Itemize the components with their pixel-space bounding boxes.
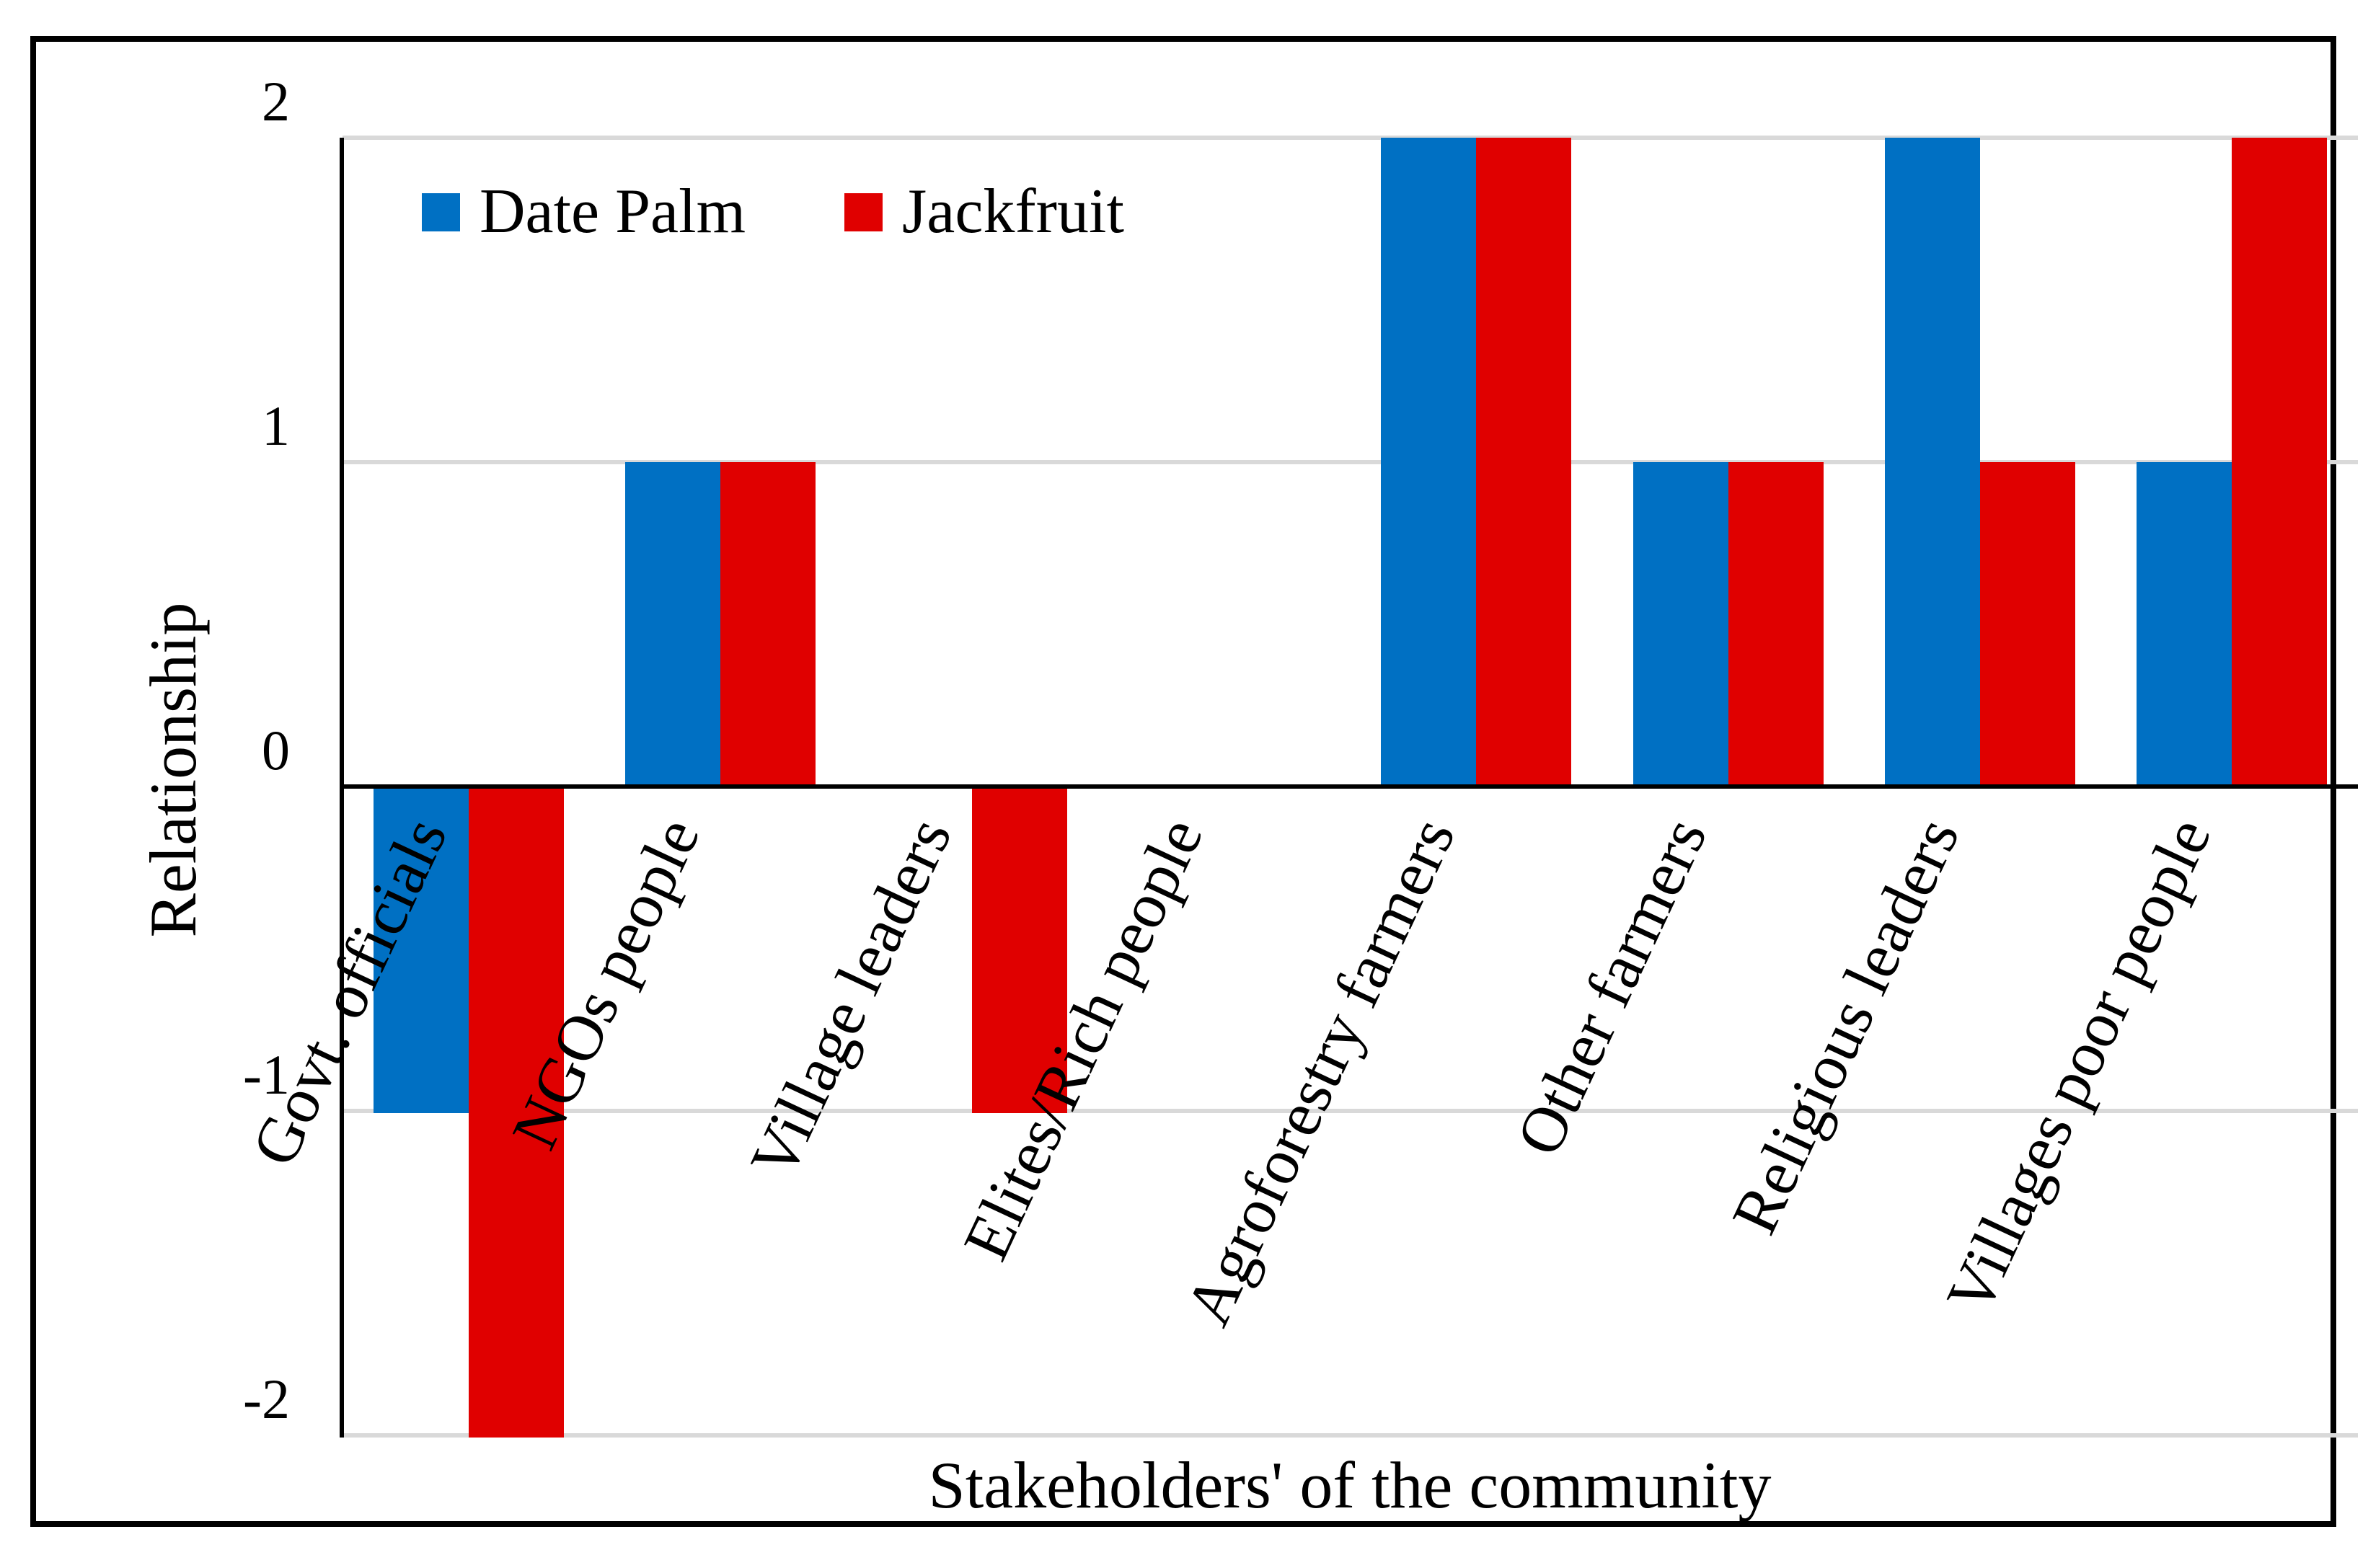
y-tick-label--2: -2 <box>243 1368 290 1430</box>
gridline-y--1 <box>343 1109 2358 1113</box>
bar-jackfruit-village-leaders <box>972 789 1068 1113</box>
bar-date-palm-agroforestry-farmers <box>1381 138 1477 787</box>
bar-jackfruit-govt-officials <box>468 789 564 1438</box>
bar-date-palm-other-farmers <box>1633 462 1728 787</box>
x-axis-title: Stakeholders' of the community <box>928 1448 1772 1522</box>
bar-date-palm-govt-officials <box>373 789 469 1113</box>
legend-label-date-palm: Date Palm <box>480 177 746 247</box>
bar-date-palm-villages-poor-people <box>2137 462 2232 787</box>
y-tick-label-0: 0 <box>262 719 290 781</box>
bar-jackfruit-religious-leaders <box>1979 462 2075 787</box>
y-tick-label-2: 2 <box>262 70 290 133</box>
chart-frame: 2 1 0 -1 -2 Govt. officials NGOs people Villag… <box>30 36 2358 1527</box>
x-axis-zero-line <box>343 784 2358 789</box>
legend-swatch-date-palm <box>422 192 460 231</box>
bar-jackfruit-villages-poor-people <box>2232 138 2328 787</box>
plot-area <box>340 136 2358 1438</box>
gridline-y--2 <box>343 1433 2358 1438</box>
legend-swatch-jackfruit <box>844 192 883 231</box>
y-axis-line <box>340 138 344 1438</box>
gridline-y-2 <box>343 136 2358 140</box>
bar-date-palm-ngos-people <box>625 462 721 787</box>
legend-label-jackfruit: Jackfruit <box>902 177 1124 247</box>
bar-jackfruit-agroforestry-farmers <box>1476 138 1572 787</box>
y-tick-label--1: -1 <box>243 1043 290 1106</box>
legend: Date Palm Jackfruit <box>422 180 1124 244</box>
bar-jackfruit-other-farmers <box>1728 462 1824 787</box>
y-axis-title: Relationship <box>136 602 210 938</box>
y-tick-label-1: 1 <box>262 394 290 457</box>
bar-date-palm-religious-leaders <box>1884 138 1980 787</box>
gridline-y-1 <box>343 460 2358 464</box>
bar-jackfruit-ngos-people <box>720 462 816 787</box>
